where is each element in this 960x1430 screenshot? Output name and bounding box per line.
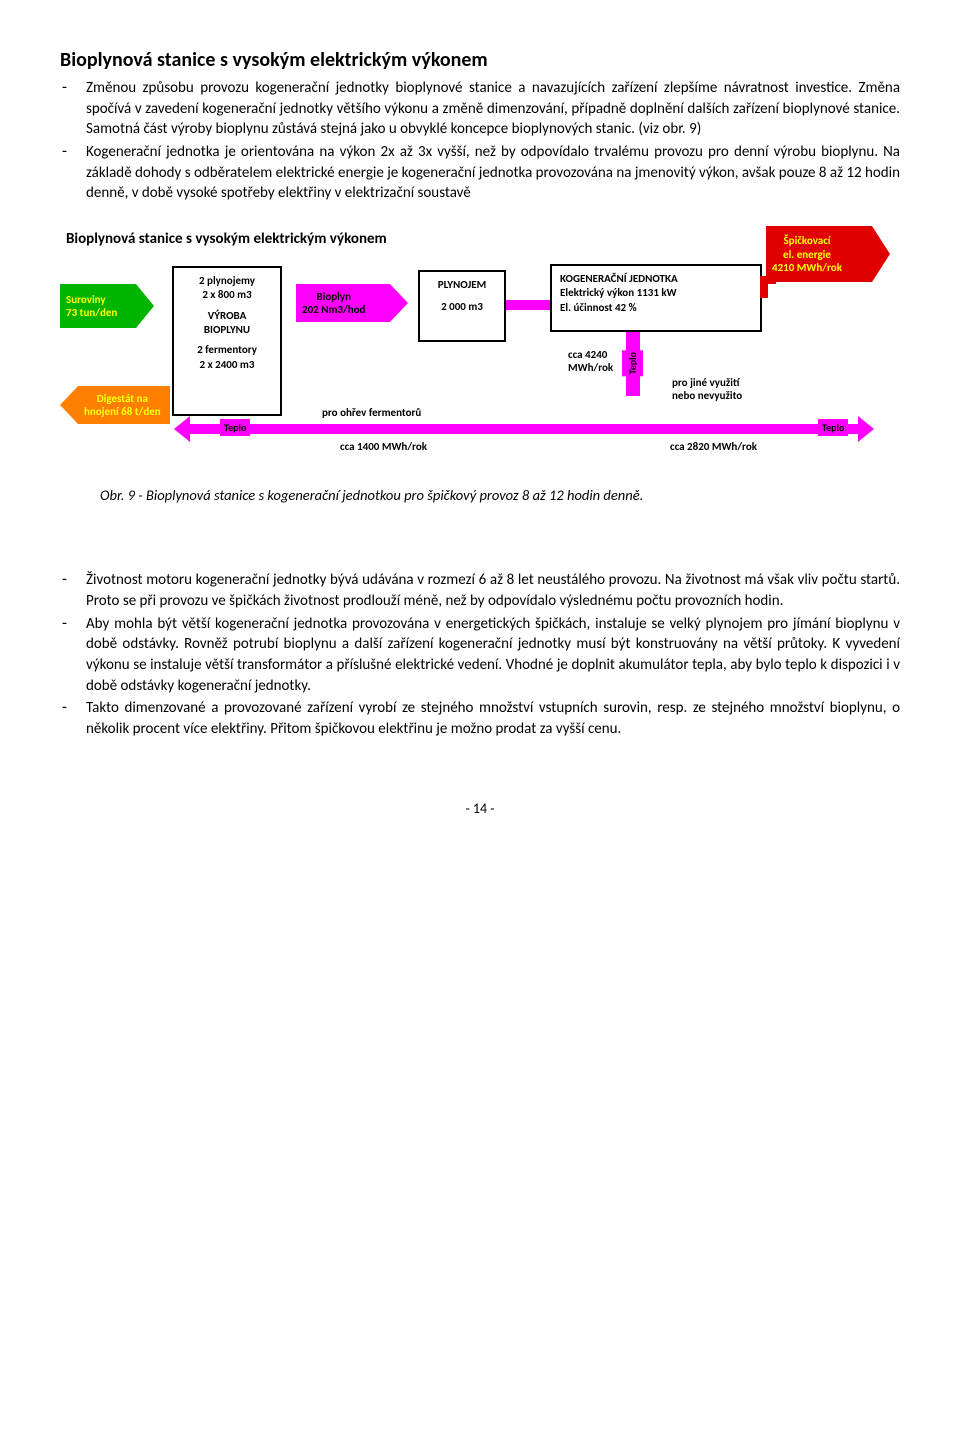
plynojem-line: PLYNOJEM (428, 278, 496, 292)
suroviny-arrow: Suroviny 73 tun/den (60, 284, 136, 328)
spickova-arrow: Špičkovací el. energie 4210 MWh/rok (766, 226, 872, 282)
cca2820-label: cca 2820 MWh/rok (670, 440, 757, 453)
kogen-line: KOGENERAČNÍ JEDNOTKA (560, 272, 752, 286)
bullet-dash: - (60, 142, 86, 204)
plynojem-box: PLYNOJEM 2 000 m3 (418, 270, 506, 342)
vyroba-line: VÝROBA (182, 309, 272, 323)
bullet-text: Aby mohla být větší kogenerační jednotka… (86, 614, 900, 697)
vyroba-line: 2 plynojemy (182, 274, 272, 288)
bullet-item: - Takto dimenzované a provozované zaříze… (60, 698, 900, 739)
bullet-item: - Kogenerační jednotka je orientována na… (60, 142, 900, 204)
plynojem-line: 2 000 m3 (428, 300, 496, 314)
bullet-item: - Aby mohla být větší kogenerační jednot… (60, 614, 900, 697)
bullet-text: Takto dimenzované a provozované zařízení… (86, 698, 900, 739)
figure-caption: Obr. 9 - Bioplynová stanice s kogeneračn… (100, 486, 900, 504)
ohrev-label: pro ohřev fermentorů (322, 406, 421, 419)
diagram-figure: Bioplynová stanice s vysokým elektrickým… (60, 230, 900, 504)
teplo-bar-left (190, 424, 640, 434)
kogen-line: El. účinnost 42 % (560, 301, 752, 315)
bullet-text: Kogenerační jednotka je orientována na v… (86, 142, 900, 204)
vyroba-line: 2 fermentory (182, 343, 272, 357)
teplo-arrowhead (174, 416, 190, 442)
connector (506, 300, 550, 310)
teplo-tag: Teplo (622, 350, 643, 376)
page-heading: Bioplynová stanice s vysokým elektrickým… (60, 48, 900, 72)
kogen-box: KOGENERAČNÍ JEDNOTKA Elektrický výkon 11… (550, 264, 762, 332)
bullet-text: Změnou způsobu provozu kogenerační jedno… (86, 78, 900, 140)
vyroba-line: 2 x 800 m3 (182, 288, 272, 302)
vyroba-box: 2 plynojemy 2 x 800 m3 VÝROBA BIOPLYNU 2… (172, 266, 282, 416)
teplo-tag: Teplo (220, 419, 250, 436)
kogen-line: Elektrický výkon 1131 kW (560, 286, 752, 300)
cca4240-label: cca 4240 MWh/rok (568, 348, 613, 374)
vyroba-line: 2 x 2400 m3 (182, 358, 272, 372)
bullet-dash: - (60, 78, 86, 140)
connector (760, 276, 776, 284)
bullet-text: Životnost motoru kogenerační jednotky bý… (86, 570, 900, 611)
digestat-arrow: Digestát na hnojení 68 t/den (78, 386, 170, 424)
vyroba-line: BIOPLYNU (182, 323, 272, 337)
page-number: - 14 - (60, 800, 900, 817)
bullet-item: - Životnost motoru kogenerační jednotky … (60, 570, 900, 611)
teplo-arrowhead (858, 416, 874, 442)
bullet-dash: - (60, 570, 86, 611)
bullet-dash: - (60, 614, 86, 697)
bullet-dash: - (60, 698, 86, 739)
jine-label: pro jiné využití nebo nevyužito (672, 376, 742, 402)
bullet-item: - Změnou způsobu provozu kogenerační jed… (60, 78, 900, 140)
connector (760, 282, 768, 298)
bioplyn-arrow: Bioplyn 202 Nm3/hod (296, 284, 390, 322)
teplo-tag: Teplo (818, 419, 848, 436)
cca1400-label: cca 1400 MWh/rok (340, 440, 427, 453)
